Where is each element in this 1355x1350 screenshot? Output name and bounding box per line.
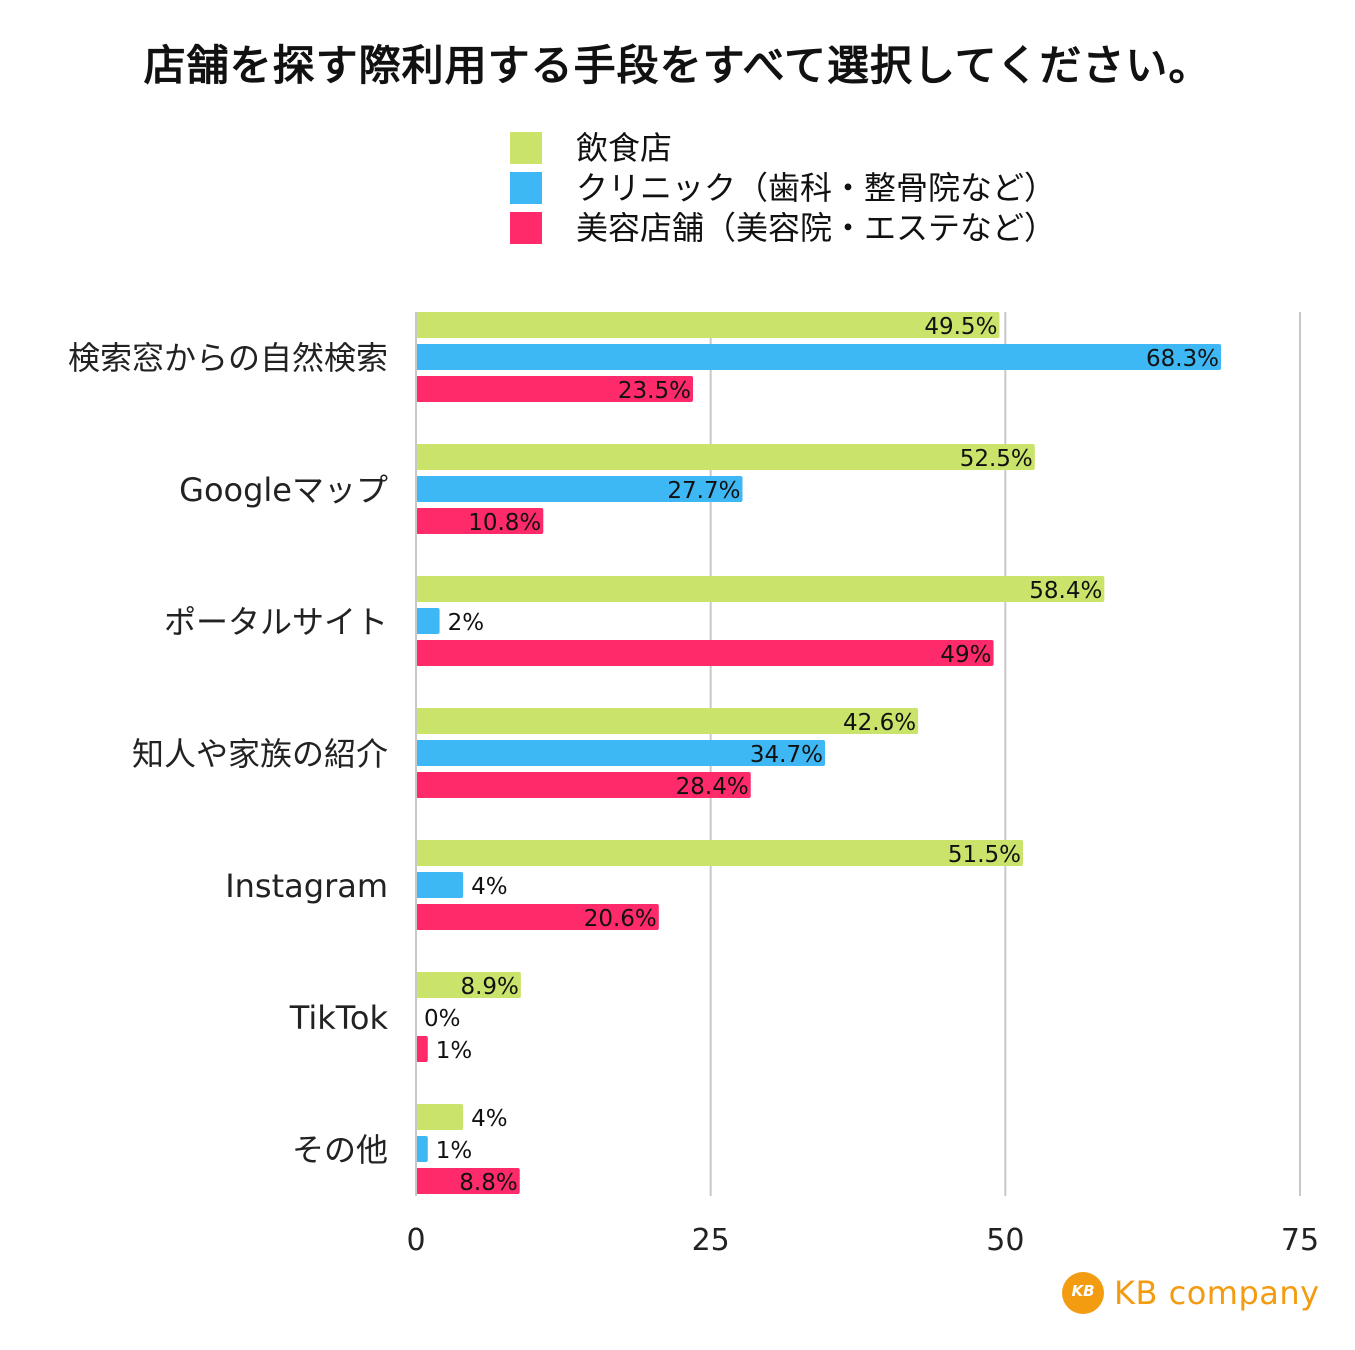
bar-2-series-0: [416, 576, 1105, 602]
value-label-3-series-1: 34.7%: [750, 742, 823, 768]
category-label-3: 知人や家族の紹介: [132, 735, 388, 773]
bar-4-series-0: [416, 840, 1024, 866]
logo-text: KB company: [1114, 1274, 1320, 1312]
bar-5-series-2: [416, 1036, 428, 1062]
logo-mark-icon: KB: [1062, 1272, 1104, 1314]
legend-swatch-clinic: [510, 172, 542, 204]
value-label-4-series-1: 4%: [471, 874, 508, 900]
value-label-5-series-2: 1%: [436, 1038, 473, 1064]
category-label-1: Googleマップ: [179, 471, 388, 509]
value-label-0-series-0: 49.5%: [924, 314, 997, 340]
value-label-5-series-1: 0%: [424, 1006, 461, 1032]
value-label-1-series-1: 27.7%: [667, 478, 740, 504]
value-label-2-series-0: 58.4%: [1029, 578, 1102, 604]
logo-mark-text: KB: [1071, 1282, 1095, 1300]
category-label-6: その他: [292, 1131, 388, 1169]
value-label-0-series-2: 23.5%: [618, 378, 691, 404]
bar-6-series-2: [416, 1168, 520, 1194]
value-label-3-series-2: 28.4%: [676, 774, 749, 800]
bar-1-series-0: [416, 444, 1035, 470]
bar-4-series-2: [416, 904, 659, 930]
bar-1-series-2: [416, 508, 544, 534]
value-label-3-series-0: 42.6%: [843, 710, 916, 736]
legend-swatch-beauty: [510, 212, 542, 244]
value-label-4-series-0: 51.5%: [948, 842, 1021, 868]
category-label-0: 検索窓からの自然検索: [68, 339, 388, 377]
bar-3-series-0: [416, 708, 919, 734]
legend-label-beauty: 美容店舗（美容院・エステなど）: [576, 209, 1057, 247]
value-label-2-series-1: 2%: [448, 610, 485, 636]
x-tick-label-0: 0: [406, 1223, 425, 1258]
legend-label-clinic: クリニック（歯科・整骨院など）: [576, 169, 1057, 207]
value-label-5-series-0: 8.9%: [460, 974, 518, 1000]
value-label-0-series-1: 68.3%: [1146, 346, 1219, 372]
bar-4-series-1: [416, 872, 464, 898]
bar-2-series-2: [416, 640, 994, 666]
category-label-4: Instagram: [225, 867, 388, 905]
x-tick-label-25: 25: [692, 1223, 730, 1258]
bar-6-series-0: [416, 1104, 464, 1130]
bar-0-series-0: [416, 312, 1000, 338]
bar-3-series-2: [416, 772, 751, 798]
value-label-6-series-1: 1%: [436, 1138, 473, 1164]
value-label-6-series-0: 4%: [471, 1106, 508, 1132]
bar-1-series-1: [416, 476, 743, 502]
x-tick-label-75: 75: [1281, 1223, 1319, 1258]
bar-0-series-1: [416, 344, 1222, 370]
bar-6-series-1: [416, 1136, 428, 1162]
x-tick-label-50: 50: [986, 1223, 1024, 1258]
legend-label-restaurant: 飲食店: [576, 129, 673, 167]
value-label-6-series-2: 8.8%: [459, 1170, 517, 1196]
bar-5-series-0: [416, 972, 521, 998]
chart-title: 店舗を探す際利用する手段をすべて選択してください。: [143, 41, 1212, 90]
value-label-1-series-0: 52.5%: [960, 446, 1033, 472]
bar-0-series-2: [416, 376, 693, 402]
bar-2-series-1: [416, 608, 440, 634]
category-label-2: ポータルサイト: [164, 603, 388, 641]
bar-3-series-1: [416, 740, 825, 766]
category-label-5: TikTok: [289, 999, 389, 1037]
legend-swatch-restaurant: [510, 132, 542, 164]
value-label-4-series-2: 20.6%: [584, 906, 657, 932]
value-label-2-series-2: 49%: [940, 642, 991, 668]
value-label-1-series-2: 10.8%: [468, 510, 541, 536]
